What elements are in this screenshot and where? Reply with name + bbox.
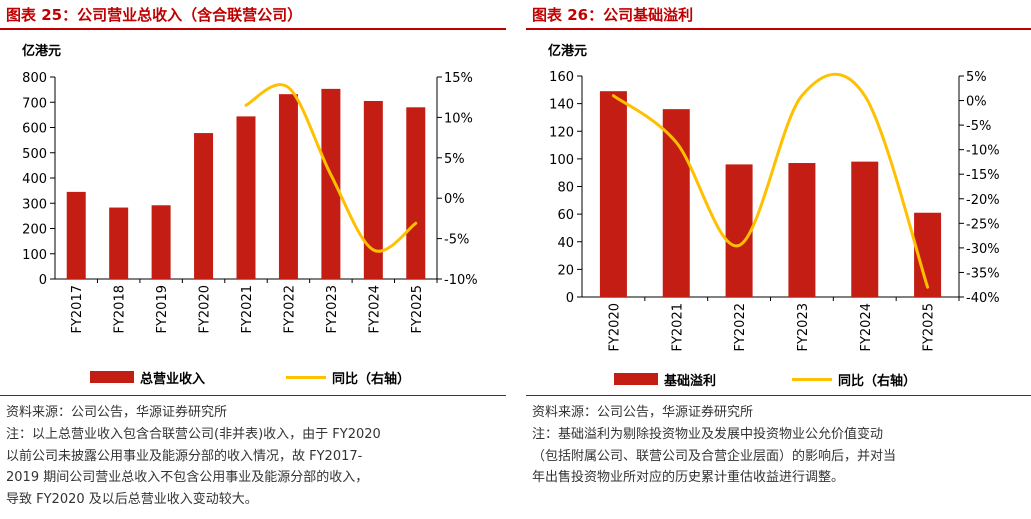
source-divider	[0, 395, 506, 396]
y-right-tick-label: 5%	[966, 70, 987, 85]
y-right-tick-label: -5%	[444, 233, 469, 248]
chart-title: 图表 25：公司营业总收入（含合联营公司）	[6, 6, 303, 24]
y-left-tick-label: 100	[549, 153, 574, 168]
y-right-tick-label: 0%	[966, 95, 987, 110]
unit-label: 亿港元	[548, 44, 588, 59]
x-tick-label: FY2020	[607, 303, 622, 352]
y-right-tick-label: -10%	[444, 273, 478, 288]
x-tick-label: FY2019	[155, 285, 170, 334]
y-right-tick-label: 10%	[444, 111, 473, 126]
yoy-growth-line	[244, 83, 418, 253]
revenue-chart-panel: 图表 25：公司营业总收入（含合联营公司） 亿港元 0 100 200 300 400 5…	[0, 0, 506, 519]
y-left-tick-label: 120	[549, 125, 574, 140]
legend-line-label: 同比（右轴）	[838, 374, 917, 389]
x-tick-label: FY2025	[922, 303, 937, 352]
x-tick-label: FY2020	[198, 285, 213, 334]
unit-label: 亿港元	[22, 44, 62, 59]
bar	[788, 163, 816, 297]
x-tick-label: FY2017	[70, 285, 85, 334]
bar	[321, 88, 341, 280]
bar	[236, 116, 256, 279]
yoy-growth-line	[611, 72, 930, 289]
footnote-line: 年出售投资物业所对应的历史累计重估收益进行调整。	[532, 470, 845, 485]
legend-bar-label: 总营业收入	[140, 372, 206, 387]
y-right-tick-label: 15%	[444, 71, 473, 86]
footnote-line: 注：以上总营业收入包含合联营公司(非并表)收入，由于 FY2020	[6, 427, 381, 442]
bar	[194, 133, 214, 279]
bar	[278, 94, 298, 279]
footnote: 注：基础溢利为剔除投资物业及发展中投资物业公允价值变动 （包括附属公司、联营公司…	[532, 424, 896, 489]
legend-bar-swatch	[614, 373, 658, 385]
title-divider	[0, 28, 506, 30]
y-right-tick-label: 5%	[444, 152, 465, 167]
source-divider	[526, 395, 1031, 396]
legend-bar-swatch	[90, 371, 134, 383]
x-tick-label: FY2021	[670, 303, 685, 352]
title-divider	[526, 28, 1031, 30]
footnote-line: 以前公司未披露公用事业及能源分部的收入情况，故 FY2017-	[6, 448, 363, 464]
y-right-tick-label: -35%	[966, 266, 1000, 281]
x-tick-label: FY2023	[796, 303, 811, 352]
footnote-line: 导致 FY2020 及以后总营业收入变动较大。	[6, 491, 258, 507]
bar	[151, 205, 171, 279]
y-left-tick-label: 600	[22, 122, 47, 137]
y-left-tick-label: 100	[22, 248, 47, 263]
y-right-tick-label: -10%	[966, 144, 1000, 159]
y-right-tick-label: -40%	[966, 291, 1000, 306]
y-left-tick-label: 500	[22, 147, 47, 162]
x-tick-label: FY2018	[113, 285, 128, 334]
y-right-tick-label: -5%	[966, 119, 991, 134]
x-tick-label: FY2024	[859, 303, 874, 352]
x-tick-label: FY2023	[325, 285, 340, 334]
y-left-tick-label: 40	[557, 236, 574, 251]
bar	[599, 91, 627, 297]
y-left-tick-label: 20	[557, 263, 574, 278]
x-tick-label: FY2024	[367, 285, 382, 334]
y-left-tick-label: 60	[557, 208, 574, 223]
y-right-tick-label: 0%	[444, 192, 465, 207]
source-text: 资料来源：公司公告，华源证券研究所	[6, 405, 228, 420]
x-tick-label: FY2021	[240, 285, 255, 334]
footnote: 注：以上总营业收入包含合联营公司(非并表)收入，由于 FY2020 以前公司未披…	[6, 424, 381, 510]
y-left-tick-label: 140	[549, 98, 574, 113]
y-right-tick-label: -20%	[966, 193, 1000, 208]
bar	[66, 191, 86, 279]
y-left-tick-label: 200	[22, 223, 47, 238]
y-left-tick-label: 400	[22, 172, 47, 187]
footnote-line: 2019 期间公司营业总收入不包含公用事业及能源分部的收入，	[6, 470, 369, 485]
y-left-tick-label: 80	[557, 181, 574, 196]
bar	[851, 161, 879, 297]
legend-line-label: 同比（右轴）	[332, 372, 411, 387]
y-left-tick-label: 300	[22, 197, 47, 212]
y-left-tick-label: 700	[22, 96, 47, 111]
bar	[406, 107, 426, 279]
y-left-tick-label: 0	[566, 291, 574, 306]
footnote-line: （包括附属公司、联营公司及合营企业层面）的影响后，并对当	[532, 448, 897, 464]
legend-bar-label: 基础溢利	[664, 374, 717, 389]
y-right-tick-label: -30%	[966, 242, 1000, 257]
profit-chart-panel: 图表 26：公司基础溢利 亿港元 0 20 40 60 80 100 120 140 160 -4…	[526, 0, 1031, 519]
footnote-line: 注：基础溢利为剔除投资物业及发展中投资物业公允价值变动	[532, 427, 884, 442]
y-left-tick-label: 0	[39, 273, 47, 288]
revenue-chart: 0 100 200 300 400 500 600 700 800 -10% -5% 0% 5% 10% 1…	[22, 71, 478, 334]
profit-chart: 0 20 40 60 80 100 120 140 160 -40% -35% -30% -25% -20…	[549, 70, 1000, 352]
y-left-tick-label: 160	[549, 70, 574, 85]
source-text: 资料来源：公司公告，华源证券研究所	[532, 405, 754, 420]
bar	[363, 100, 383, 279]
bar	[725, 164, 753, 297]
x-tick-label: FY2022	[282, 285, 297, 334]
legend-line-swatch	[792, 378, 832, 381]
bar	[109, 207, 129, 279]
bar	[662, 109, 690, 298]
legend-line-swatch	[286, 376, 326, 379]
chart-title: 图表 26：公司基础溢利	[532, 6, 694, 24]
y-right-tick-label: -25%	[966, 217, 1000, 232]
x-tick-label: FY2025	[410, 285, 425, 334]
y-left-tick-label: 800	[22, 71, 47, 86]
y-right-tick-label: -15%	[966, 168, 1000, 183]
x-tick-label: FY2022	[733, 303, 748, 352]
